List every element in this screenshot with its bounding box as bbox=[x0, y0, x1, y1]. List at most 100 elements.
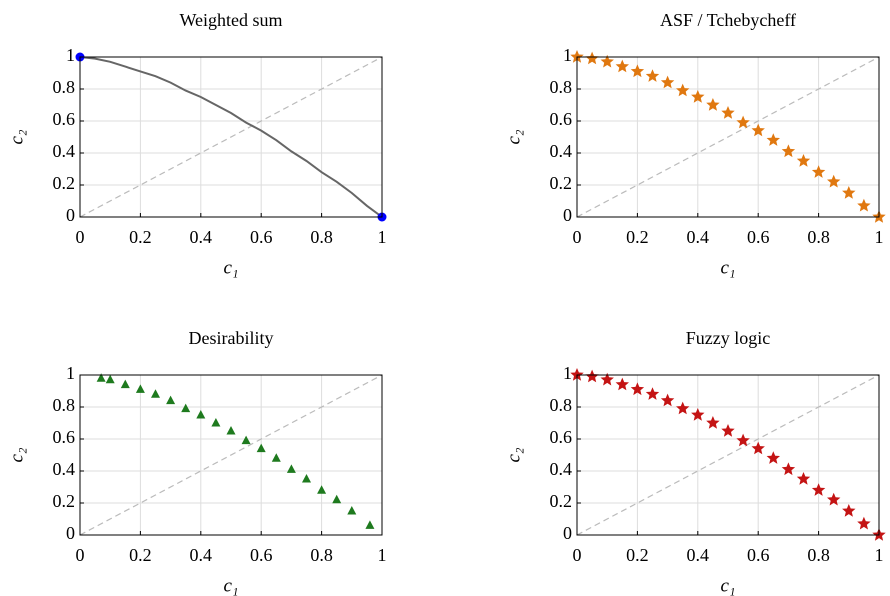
plot-frame bbox=[576, 56, 880, 218]
x-tick-label: 0.2 bbox=[626, 227, 649, 247]
x-tick-label: 0 bbox=[573, 227, 582, 247]
marker bbox=[615, 59, 629, 73]
marker bbox=[721, 424, 735, 437]
marker bbox=[766, 451, 780, 464]
y-axis-label: c₂ bbox=[6, 447, 27, 462]
marker bbox=[827, 492, 841, 506]
x-axis-label: c₁ bbox=[223, 257, 238, 278]
x-tick-label: 0.8 bbox=[807, 227, 830, 247]
x-tick-label: 1 bbox=[875, 227, 884, 247]
x-axis-label: c₁ bbox=[720, 575, 735, 596]
curve bbox=[576, 374, 880, 536]
marker bbox=[365, 520, 375, 529]
marker bbox=[630, 64, 645, 78]
subplot: ASF / Tchebycheff 0 0.2 0.4 0.6 0.8 1 0 0.2 0.4 0.… bbox=[503, 10, 886, 278]
marker bbox=[751, 123, 765, 137]
subplot-title: Desirability bbox=[189, 328, 274, 348]
y-tick-label: 0 bbox=[66, 523, 75, 543]
y-tick-label: 0.4 bbox=[53, 141, 76, 161]
y-tick-label: 0.8 bbox=[550, 395, 573, 415]
x-tick-label: 0 bbox=[76, 227, 85, 247]
marker bbox=[105, 374, 115, 384]
marker bbox=[317, 485, 327, 494]
y-tick-label: 0.4 bbox=[550, 141, 573, 161]
x-tick-label: 0 bbox=[573, 545, 582, 565]
y-tick-label: 0.2 bbox=[550, 173, 573, 193]
marker bbox=[256, 443, 266, 453]
marker bbox=[211, 418, 221, 427]
marker bbox=[781, 144, 796, 158]
y-tick-label: 0.4 bbox=[53, 459, 76, 479]
x-tick-label: 0.6 bbox=[747, 545, 770, 565]
marker bbox=[645, 69, 660, 82]
marker bbox=[660, 393, 675, 407]
marker bbox=[585, 51, 599, 65]
y-tick-label: 0.8 bbox=[53, 77, 76, 97]
x-tick-label: 1 bbox=[378, 227, 387, 247]
marker bbox=[706, 98, 720, 111]
subplot-title: Fuzzy logic bbox=[686, 328, 770, 348]
marker bbox=[796, 154, 811, 167]
subplot-title: ASF / Tchebycheff bbox=[660, 10, 796, 30]
marker bbox=[676, 83, 690, 97]
plot-frame bbox=[576, 374, 880, 536]
marker bbox=[645, 387, 660, 400]
y-tick-label: 0 bbox=[563, 205, 572, 225]
marker bbox=[842, 504, 856, 517]
marker bbox=[721, 106, 735, 119]
y-tick-label: 0.2 bbox=[550, 491, 573, 511]
curve bbox=[576, 56, 880, 218]
y-tick-label: 0.2 bbox=[53, 491, 76, 511]
marker bbox=[796, 472, 811, 485]
y-tick-label: 0.6 bbox=[53, 427, 76, 447]
marker bbox=[151, 389, 160, 398]
x-tick-label: 0.2 bbox=[129, 545, 152, 565]
x-tick-label: 0.4 bbox=[190, 227, 213, 247]
subplot: Fuzzy logic 0 0.2 0.4 0.6 0.8 1 0 0.2 0.4 0.6 0.8 1 c… bbox=[503, 328, 886, 596]
y-tick-label: 0.2 bbox=[53, 173, 76, 193]
marker bbox=[842, 186, 856, 199]
x-tick-label: 0 bbox=[76, 545, 85, 565]
x-tick-label: 0.2 bbox=[626, 545, 649, 565]
x-axis-label: c₁ bbox=[223, 575, 238, 596]
marker bbox=[166, 395, 176, 405]
x-tick-label: 1 bbox=[378, 545, 387, 565]
marker bbox=[691, 90, 705, 103]
y-axis-label: c₂ bbox=[6, 129, 27, 144]
y-tick-label: 1 bbox=[66, 363, 75, 383]
marker bbox=[827, 174, 841, 188]
marker bbox=[570, 368, 584, 381]
y-tick-label: 1 bbox=[563, 363, 572, 383]
curve bbox=[79, 56, 383, 218]
y-tick-label: 0.6 bbox=[550, 109, 573, 129]
x-tick-label: 0.2 bbox=[129, 227, 152, 247]
marker bbox=[811, 483, 826, 496]
marker bbox=[196, 410, 206, 419]
marker bbox=[226, 426, 236, 435]
y-tick-label: 0.6 bbox=[53, 109, 76, 129]
marker bbox=[347, 506, 357, 515]
marker bbox=[570, 50, 584, 63]
x-tick-label: 0.8 bbox=[310, 545, 333, 565]
y-tick-label: 0.8 bbox=[550, 77, 573, 97]
plot-frame bbox=[79, 56, 383, 218]
x-tick-label: 0.4 bbox=[687, 227, 710, 247]
y-tick-label: 0.6 bbox=[550, 427, 573, 447]
marker bbox=[706, 416, 720, 429]
x-tick-label: 0.6 bbox=[747, 227, 770, 247]
marker bbox=[271, 453, 281, 462]
x-tick-label: 0.4 bbox=[687, 545, 710, 565]
marker bbox=[857, 198, 871, 212]
x-tick-label: 0.8 bbox=[807, 545, 830, 565]
subplot: Desirability 0 0.2 0.4 0.6 0.8 1 0 0.2 0.4 0.6 0.8 1… bbox=[6, 328, 386, 596]
subplot-title: Weighted sum bbox=[179, 10, 282, 30]
curve bbox=[79, 56, 383, 218]
marker bbox=[615, 377, 629, 391]
marker bbox=[751, 441, 765, 455]
x-tick-label: 0.8 bbox=[310, 227, 333, 247]
y-tick-label: 0 bbox=[66, 205, 75, 225]
x-tick-label: 0.4 bbox=[190, 545, 213, 565]
marker bbox=[286, 464, 296, 473]
y-tick-label: 0 bbox=[563, 523, 572, 543]
